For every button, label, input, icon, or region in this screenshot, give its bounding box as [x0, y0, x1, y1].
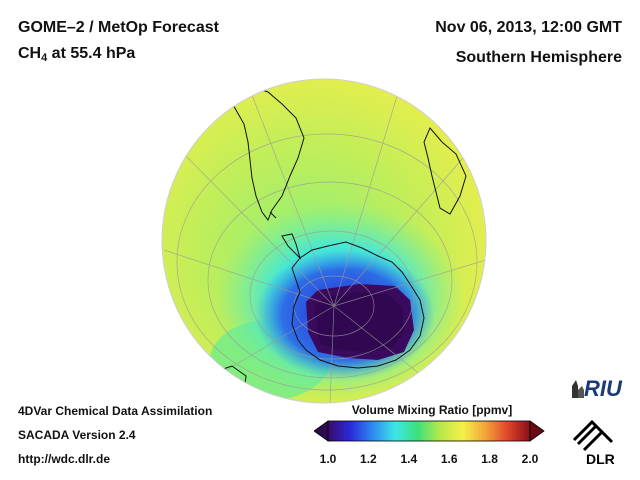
colorbar-tick-label: 1.2: [360, 452, 377, 466]
footer-url: http://wdc.dlr.de: [18, 452, 110, 466]
dlr-logo: DLR: [572, 419, 615, 467]
colorbar-tick-label: 1.6: [440, 452, 458, 466]
colorbar-scale: [327, 420, 531, 442]
colorbar: [314, 420, 545, 442]
colorbar-tick-label: 1.8: [481, 452, 498, 466]
colorbar-tick-label: 1.4: [400, 452, 418, 466]
footer-version: SACADA Version 2.4: [18, 428, 136, 442]
riu-logo-text: RIU: [584, 376, 623, 401]
colorbar-title: Volume Mixing Ratio [ppmv]: [351, 403, 513, 417]
globe-field: [162, 79, 486, 403]
footer-system: 4DVar Chemical Data Assimilation: [18, 404, 213, 418]
species-subscript: 4: [41, 52, 48, 64]
dlr-logo-text: DLR: [586, 451, 615, 467]
region-label: Southern Hemisphere: [455, 49, 622, 66]
riu-logo: RIU: [572, 376, 623, 401]
colorbar-tick-label: 2.0: [521, 452, 539, 466]
species-name: CH: [18, 45, 42, 62]
forecast-datetime: Nov 06, 2013, 12:00 GMT: [435, 19, 622, 36]
species-level-label: CH4 at 55.4 hPa: [18, 44, 135, 68]
pressure-level: at 55.4 hPa: [47, 45, 136, 62]
map-title: GOME–2 / MetOp Forecast: [18, 19, 219, 36]
colorbar-tick-label: 1.0: [319, 452, 337, 466]
colorbar-low-arrow: [314, 420, 329, 442]
colorbar-high-arrow: [529, 420, 545, 442]
graticule: [163, 85, 486, 403]
